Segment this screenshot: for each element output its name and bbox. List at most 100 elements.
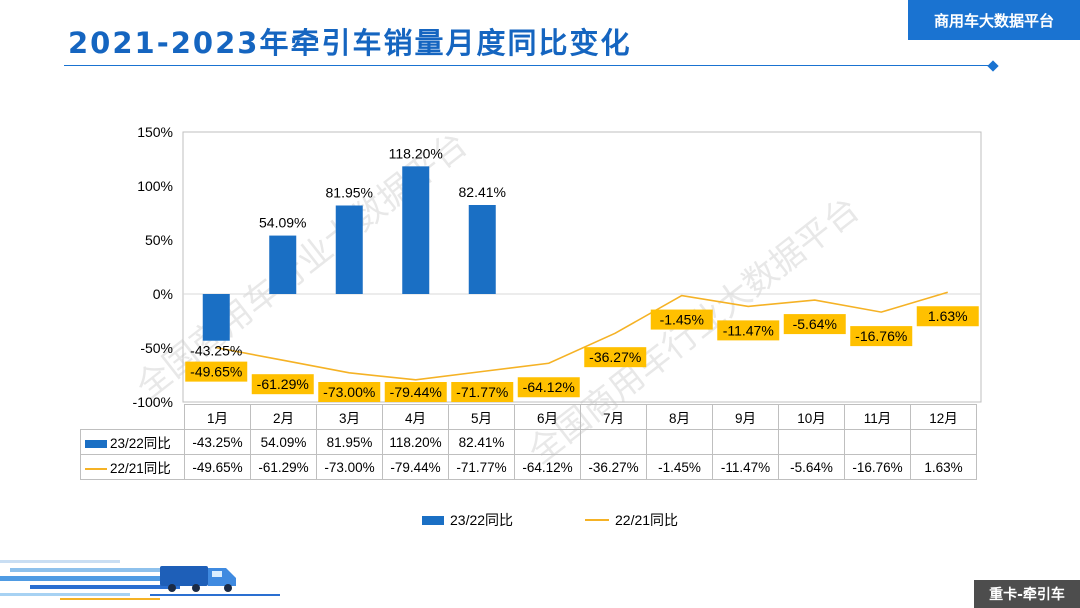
line-label-box xyxy=(318,382,381,402)
value-cell xyxy=(844,429,911,455)
line-label-text: -73.00% xyxy=(323,384,375,400)
bar xyxy=(269,235,297,294)
value-cell xyxy=(580,429,647,455)
line-data-label: -49.65% xyxy=(185,361,248,382)
line-label-text: -79.44% xyxy=(390,384,442,400)
plot-area xyxy=(182,131,982,403)
line-data-label: -36.27% xyxy=(584,347,647,368)
category-cell: 10月 xyxy=(778,404,845,430)
line-data-label: -64.12% xyxy=(517,377,580,398)
line-data-label: -1.45% xyxy=(650,309,713,330)
bar-legend-swatch xyxy=(422,515,444,525)
y-axis: 150%100%50%0%-50%-100% xyxy=(133,124,981,410)
truck-graphic xyxy=(0,560,280,600)
bar-data-label: 82.41% xyxy=(459,184,506,200)
series-name-cell: 22/21同比 xyxy=(80,454,185,480)
series-name: 22/21同比 xyxy=(110,461,171,476)
line-label-text: -61.29% xyxy=(257,376,309,392)
value-cell: -16.76% xyxy=(844,454,911,480)
line-data-label: -73.00% xyxy=(318,382,381,402)
y-tick-label: 150% xyxy=(137,124,173,140)
line-label-text: 1.63% xyxy=(928,308,968,324)
category-cell: 5月 xyxy=(448,404,515,430)
y-tick-label: 100% xyxy=(137,178,173,194)
bar-labels: -43.25% 54.09% 81.95% 118.20% 82.41% xyxy=(190,145,506,358)
line-label-text: -64.12% xyxy=(523,379,575,395)
y-tick-label: -50% xyxy=(140,340,173,356)
line-label-text: -1.45% xyxy=(660,312,704,328)
category-cell: 4月 xyxy=(382,404,449,430)
category-cell: 12月 xyxy=(910,404,977,430)
legend-item-line[interactable]: 22/21同比 xyxy=(585,510,678,530)
line-data-label: -71.77% xyxy=(451,382,514,402)
line-data-label: -5.64% xyxy=(783,314,846,335)
value-cell: 82.41% xyxy=(448,429,515,455)
category-cell: 1月 xyxy=(184,404,251,430)
value-cell: 81.95% xyxy=(316,429,383,455)
value-cell xyxy=(910,429,977,455)
page-title: 2021-2023年牵引车销量月度同比变化 xyxy=(68,26,632,60)
table-row-bar-series: 23/22同比 -43.25% 54.09% 81.95% 118.20% 82… xyxy=(80,429,977,455)
line-label-text: -71.77% xyxy=(456,384,508,400)
truck-wheel xyxy=(224,584,232,592)
bar xyxy=(335,205,363,294)
value-cell: 1.63% xyxy=(910,454,977,480)
bar xyxy=(402,166,430,294)
value-cell: -49.65% xyxy=(184,454,251,480)
series-name-cell: 23/22同比 xyxy=(80,429,185,455)
line-label-text: -49.65% xyxy=(190,364,242,380)
bar-series xyxy=(202,166,496,341)
speed-line xyxy=(30,585,180,589)
line-label-box xyxy=(850,326,913,347)
corner-cell xyxy=(80,404,185,430)
value-cell xyxy=(778,429,845,455)
category-cell: 11月 xyxy=(844,404,911,430)
table-header-row: 1月 2月 3月 4月 5月 6月 7月 8月 9月 10月 11月 12月 xyxy=(80,404,977,430)
line-label-text: -16.76% xyxy=(855,328,907,344)
line-label-box xyxy=(384,382,447,402)
value-cell xyxy=(646,429,713,455)
table-row-line-series: 22/21同比 -49.65% -61.29% -73.00% -79.44% … xyxy=(80,454,977,480)
value-cell: -64.12% xyxy=(514,454,581,480)
line-label-box xyxy=(185,361,248,382)
value-cell: 54.09% xyxy=(250,429,317,455)
legend-item-bar[interactable]: 23/22同比 xyxy=(422,510,513,530)
bar-data-label: 54.09% xyxy=(259,215,306,231)
line-label-box xyxy=(916,306,979,327)
category-cell: 8月 xyxy=(646,404,713,430)
bar-legend-key xyxy=(85,440,107,449)
value-cell: -71.77% xyxy=(448,454,515,480)
value-cell xyxy=(514,429,581,455)
speed-line xyxy=(60,598,160,600)
line-label-text: -11.47% xyxy=(723,322,774,338)
truck-trailer xyxy=(160,566,208,586)
title-divider xyxy=(64,65,994,66)
series-line xyxy=(216,291,948,381)
line-label-box xyxy=(650,309,713,330)
value-cell: -1.45% xyxy=(646,454,713,480)
footer-category-tag: 重卡-牵引车 xyxy=(974,580,1080,608)
line-data-label: 1.63% xyxy=(916,306,979,327)
value-cell: -61.29% xyxy=(250,454,317,480)
category-cell: 6月 xyxy=(514,404,581,430)
y-tick-label: 50% xyxy=(145,232,173,248)
legend-label: 23/22同比 xyxy=(450,512,514,528)
line-legend-key xyxy=(85,468,107,471)
line-label-box xyxy=(584,347,647,368)
line-data-label: -61.29% xyxy=(251,374,314,395)
speed-line xyxy=(0,576,170,581)
line-label-text: -5.64% xyxy=(793,316,837,332)
category-cell: 2月 xyxy=(250,404,317,430)
truck-wheel xyxy=(168,584,176,592)
speed-line xyxy=(0,593,130,596)
speed-line xyxy=(0,560,120,563)
line-label-box xyxy=(517,377,580,398)
category-cell: 3月 xyxy=(316,404,383,430)
chart-data-table: 1月 2月 3月 4月 5月 6月 7月 8月 9月 10月 11月 12月 2… xyxy=(80,404,977,480)
bar-data-label: -43.25% xyxy=(190,343,242,359)
value-cell: -11.47% xyxy=(712,454,779,480)
bar-data-label: 118.20% xyxy=(389,145,443,161)
y-tick-label: 0% xyxy=(153,286,173,302)
line-data-label: -79.44% xyxy=(384,382,447,402)
